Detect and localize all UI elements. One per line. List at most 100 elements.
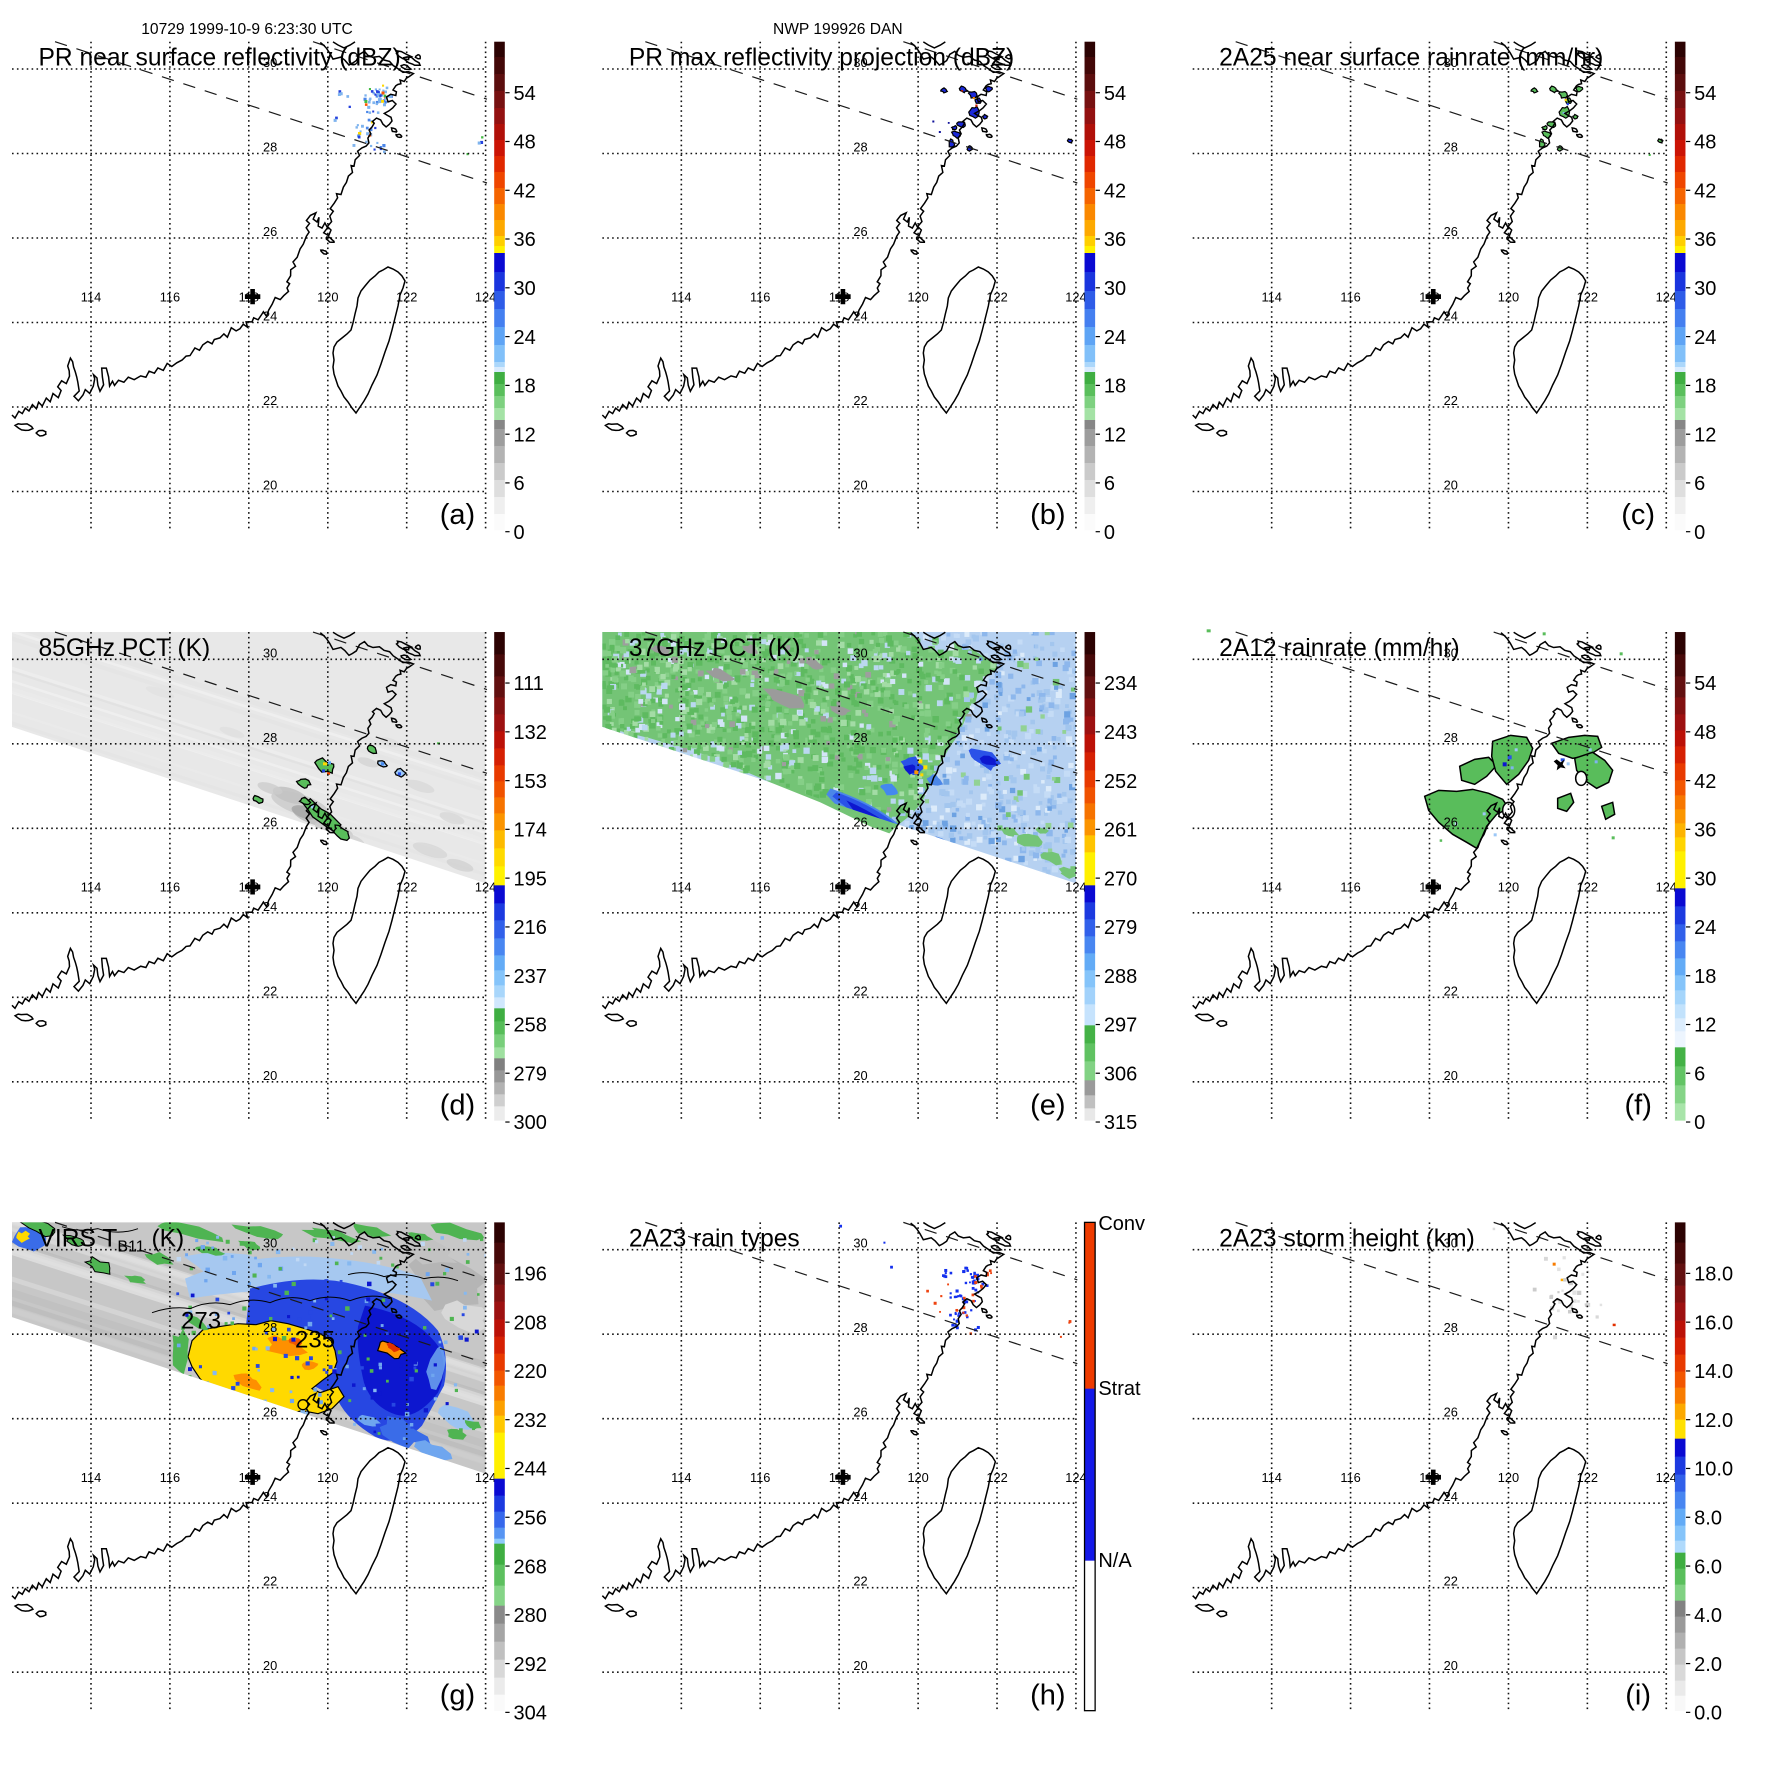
svg-text:22: 22 [853,983,867,998]
svg-text:37GHz PCT (K): 37GHz PCT (K) [629,635,801,662]
svg-text:(c): (c) [1621,499,1655,531]
svg-text:124: 124 [1656,1470,1677,1485]
svg-text:0: 0 [1694,1112,1705,1134]
svg-text:124: 124 [1656,880,1677,895]
svg-text:28: 28 [263,140,277,155]
svg-text:2A12 rainrate (mm/hr): 2A12 rainrate (mm/hr) [1219,635,1460,662]
svg-text:114: 114 [671,289,691,304]
svg-text:30: 30 [514,278,536,300]
svg-text:26: 26 [853,224,867,239]
svg-text:114: 114 [81,289,101,304]
svg-text:120: 120 [907,880,928,895]
svg-text:20: 20 [853,1658,867,1673]
svg-text:(d): (d) [440,1089,475,1121]
svg-text:20: 20 [263,1068,277,1083]
svg-text:114: 114 [81,880,101,895]
svg-text:PR max reflectivity projection: PR max reflectivity projection (dBZ) [629,45,1014,72]
svg-text:114: 114 [1261,880,1281,895]
svg-text:116: 116 [160,289,180,304]
svg-text:6: 6 [514,473,525,495]
svg-text:122: 122 [986,289,1007,304]
svg-text:116: 116 [750,880,770,895]
svg-text:(e): (e) [1030,1089,1065,1121]
svg-text:234: 234 [1104,673,1137,695]
svg-text:24: 24 [1444,899,1458,914]
svg-text:8.0: 8.0 [1694,1507,1722,1529]
svg-text:258: 258 [514,1015,547,1037]
svg-text:24: 24 [1694,327,1716,349]
svg-text:16.0: 16.0 [1694,1312,1733,1334]
svg-text:20: 20 [1444,1068,1458,1083]
svg-text:124: 124 [1656,289,1677,304]
svg-text:24: 24 [1104,327,1126,349]
svg-text:24: 24 [263,1489,277,1504]
svg-text:292: 292 [514,1654,547,1676]
svg-text:120: 120 [1498,880,1519,895]
svg-text:42: 42 [1694,771,1716,793]
svg-text:28: 28 [1444,730,1458,745]
svg-text:85GHz PCT (K): 85GHz PCT (K) [39,635,211,662]
svg-text:30: 30 [853,1236,867,1251]
svg-text:24: 24 [514,327,536,349]
svg-text:12.0: 12.0 [1694,1410,1733,1432]
svg-text:NWP 199926 DAN: NWP 199926 DAN [773,21,903,38]
svg-text:(b): (b) [1030,499,1065,531]
svg-text:30: 30 [1444,645,1458,660]
svg-text:6.0: 6.0 [1694,1556,1722,1578]
svg-text:VIRS TB11 (K): VIRS TB11 (K) [39,1225,185,1255]
svg-text:28: 28 [853,730,867,745]
svg-text:243: 243 [1104,722,1137,744]
svg-text:122: 122 [1577,289,1598,304]
svg-text:6: 6 [1104,473,1115,495]
svg-text:120: 120 [317,289,338,304]
svg-text:2A23 storm height (km): 2A23 storm height (km) [1219,1225,1475,1252]
svg-text:(f): (f) [1624,1089,1651,1121]
svg-text:26: 26 [263,224,277,239]
svg-text:114: 114 [81,1470,101,1485]
svg-text:256: 256 [514,1507,547,1529]
svg-text:24: 24 [1444,309,1458,324]
svg-text:20: 20 [853,1068,867,1083]
svg-text:120: 120 [317,1470,338,1485]
svg-text:Strat: Strat [1098,1378,1141,1400]
svg-text:122: 122 [1577,880,1598,895]
svg-text:116: 116 [160,880,180,895]
svg-text:30: 30 [263,645,277,660]
svg-text:268: 268 [514,1556,547,1578]
svg-text:(i): (i) [1625,1680,1651,1712]
svg-text:N/A: N/A [1098,1550,1132,1572]
svg-text:42: 42 [514,181,536,203]
svg-text:122: 122 [986,880,1007,895]
svg-text:2A23 rain types: 2A23 rain types [629,1225,800,1252]
svg-text:18: 18 [1104,376,1126,398]
svg-text:30: 30 [1694,278,1716,300]
svg-text:196: 196 [514,1264,547,1286]
svg-text:22: 22 [1444,983,1458,998]
svg-text:315: 315 [1104,1112,1137,1134]
svg-text:120: 120 [907,289,928,304]
svg-text:30: 30 [853,645,867,660]
svg-text:122: 122 [986,1470,1007,1485]
svg-text:6: 6 [1694,473,1705,495]
svg-text:26: 26 [263,814,277,829]
svg-text:116: 116 [750,289,770,304]
svg-text:12: 12 [1694,424,1716,446]
svg-text:Conv: Conv [1098,1213,1145,1235]
svg-text:122: 122 [1577,1470,1598,1485]
svg-text:24: 24 [263,309,277,324]
svg-text:36: 36 [514,229,536,251]
svg-text:PR near surface reflectivity (: PR near surface reflectivity (dBZ) [39,45,401,72]
svg-text:232: 232 [514,1410,547,1432]
svg-text:124: 124 [1065,880,1086,895]
svg-text:18: 18 [1694,966,1716,988]
svg-text:116: 116 [1340,289,1360,304]
svg-text:22: 22 [263,393,277,408]
svg-text:30: 30 [1444,1236,1458,1251]
svg-text:220: 220 [514,1361,547,1383]
svg-text:26: 26 [1444,1405,1458,1420]
svg-text:36: 36 [1104,229,1126,251]
svg-text:20: 20 [1444,478,1458,493]
svg-text:195: 195 [514,868,547,890]
svg-text:26: 26 [263,1405,277,1420]
svg-text:124: 124 [1065,289,1086,304]
